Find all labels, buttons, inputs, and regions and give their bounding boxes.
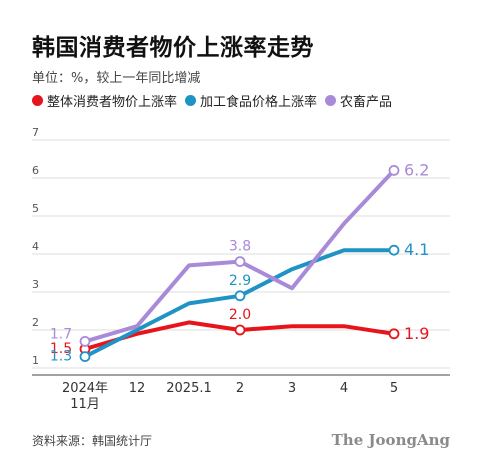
- data-label-processed-food-6: 4.1: [404, 240, 429, 259]
- x-tick-label-4: 3: [288, 381, 296, 396]
- data-label-agri-0: 1.7: [50, 326, 72, 342]
- legend-item-processed-food: 加工食品价格上涨率: [185, 91, 317, 110]
- legend-dot-agri: [325, 95, 337, 106]
- legend-item-agri: 农畜产品: [325, 91, 392, 110]
- y-tick-label-1: 1: [32, 354, 39, 367]
- x-tick-label-1: 12: [129, 381, 146, 396]
- data-point-processed-food-3: [234, 290, 246, 302]
- y-tick-label-7: 7: [32, 126, 39, 139]
- data-point-cpi-6: [388, 328, 400, 340]
- data-label-processed-food-3: 2.9: [229, 273, 251, 289]
- data-point-cpi-3: [234, 324, 246, 336]
- legend-dot-cpi: [32, 95, 43, 106]
- legend-dot-processed-food: [185, 95, 197, 106]
- chart-title: 韩国消费者物价上涨率走势: [32, 35, 314, 61]
- x-tick-label-0: 2024年 11月: [62, 381, 108, 412]
- data-point-agri-0: [79, 335, 91, 347]
- legend-item-cpi: 整体消费者物价上涨率: [32, 91, 177, 110]
- data-point-agri-6: [388, 164, 400, 176]
- legend: 整体消费者物价上涨率 加工食品价格上涨率 农畜产品: [32, 91, 400, 110]
- data-point-processed-food-6: [388, 244, 400, 256]
- x-tick-label-2: 2025.1: [166, 381, 212, 396]
- y-tick-label-4: 4: [32, 240, 39, 253]
- data-label-cpi-6: 1.9: [404, 324, 429, 343]
- data-point-processed-food-0: [79, 351, 91, 363]
- unit-label: 单位：%，较上一年同比增减: [32, 71, 201, 86]
- source-note: 资料来源：韩国统计厅: [32, 434, 153, 448]
- y-tick-label-2: 2: [32, 316, 39, 329]
- legend-label-agri: 农畜产品: [340, 95, 393, 110]
- y-tick-label-5: 5: [32, 202, 39, 215]
- data-label-agri-3: 3.8: [229, 239, 251, 255]
- data-label-agri-6: 6.2: [404, 160, 429, 179]
- x-tick-label-5: 4: [340, 381, 348, 396]
- legend-label-cpi: 整体消费者物价上涨率: [47, 95, 178, 110]
- data-label-cpi-3: 2.0: [229, 307, 251, 323]
- y-tick-label-6: 6: [32, 164, 39, 177]
- y-tick-label-3: 3: [32, 278, 39, 291]
- brand-logo: The JoongAng: [331, 431, 450, 449]
- legend-label-processed-food: 加工食品价格上涨率: [200, 95, 318, 110]
- x-tick-label-6: 5: [390, 381, 398, 396]
- data-label-processed-food-0: 1.3: [50, 349, 72, 365]
- data-label-cpi-0: 1.5: [50, 341, 72, 357]
- x-tick-label-3: 2: [236, 381, 244, 396]
- data-point-agri-3: [234, 256, 246, 268]
